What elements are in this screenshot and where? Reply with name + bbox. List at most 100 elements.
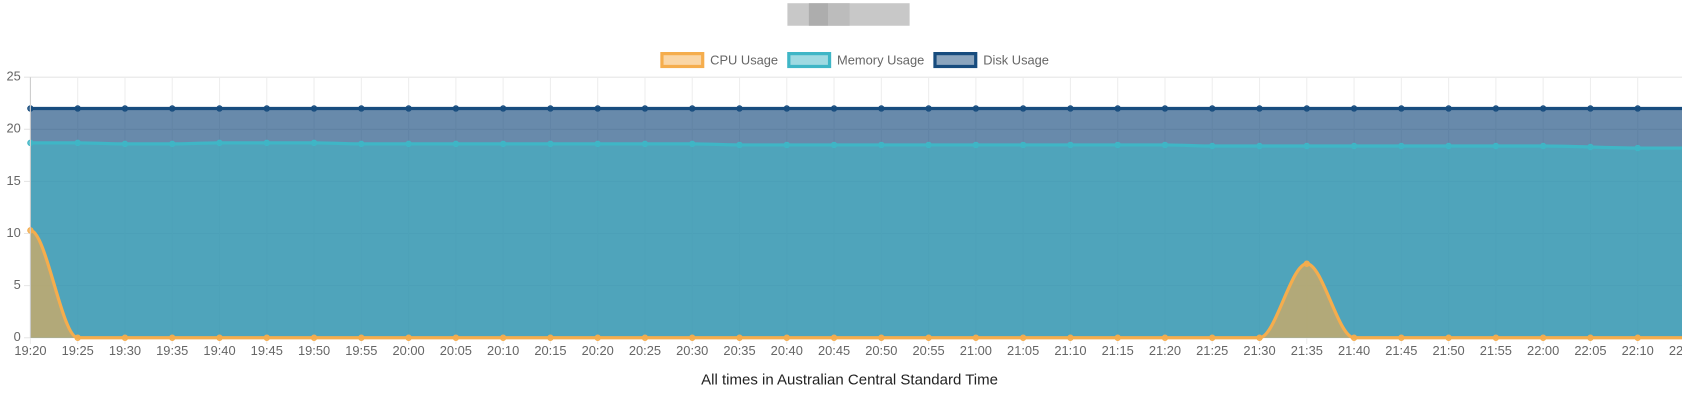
data-point bbox=[1539, 142, 1547, 150]
x-tick-label: 21:15 bbox=[1102, 343, 1134, 358]
x-tick-label: 21:30 bbox=[1243, 343, 1275, 358]
x-tick-label: 21:55 bbox=[1480, 343, 1512, 358]
data-point bbox=[1161, 334, 1169, 341]
data-point bbox=[1587, 105, 1594, 112]
data-point bbox=[641, 105, 649, 112]
x-tick-label: 19:35 bbox=[156, 343, 188, 358]
data-point bbox=[830, 105, 838, 112]
x-tick-label: 22:10 bbox=[1622, 343, 1654, 358]
blurred-title bbox=[808, 3, 829, 26]
data-point bbox=[736, 334, 743, 341]
data-point bbox=[925, 334, 932, 341]
data-point bbox=[1634, 334, 1641, 341]
data-point bbox=[499, 105, 507, 112]
x-tick-label: 22:00 bbox=[1527, 343, 1559, 358]
data-point bbox=[1398, 142, 1405, 150]
data-point bbox=[121, 334, 129, 341]
data-point bbox=[1067, 334, 1074, 341]
data-point bbox=[263, 139, 271, 147]
data-point bbox=[1019, 334, 1027, 341]
data-point bbox=[925, 141, 932, 149]
x-tick-label: 19:55 bbox=[345, 343, 377, 358]
area-fill bbox=[30, 142, 1682, 338]
data-point bbox=[1114, 105, 1121, 112]
data-point bbox=[1303, 105, 1311, 112]
data-point bbox=[216, 105, 223, 112]
data-point bbox=[878, 141, 885, 149]
y-tick-label: 10 bbox=[6, 225, 20, 240]
x-tick-label: 21:10 bbox=[1054, 343, 1086, 358]
x-tick-label: 20:35 bbox=[723, 343, 755, 358]
data-point bbox=[1445, 142, 1452, 150]
data-point bbox=[1350, 105, 1358, 112]
data-point bbox=[1067, 105, 1074, 112]
x-tick-label: 19:20 bbox=[14, 343, 46, 358]
data-point bbox=[499, 334, 507, 341]
x-axis-label: All times in Australian Central Standard… bbox=[701, 372, 998, 389]
y-tick-label: 20 bbox=[6, 121, 20, 136]
x-tick-label: 19:50 bbox=[298, 343, 330, 358]
x-tick-label: 19:45 bbox=[251, 343, 283, 358]
data-point bbox=[1303, 142, 1311, 150]
data-point bbox=[972, 141, 980, 149]
x-tick-label: 20:00 bbox=[393, 343, 425, 358]
data-point bbox=[689, 334, 696, 341]
x-tick-label: 20:10 bbox=[487, 343, 519, 358]
legend-swatch bbox=[787, 52, 832, 69]
data-point bbox=[216, 139, 223, 147]
data-point bbox=[878, 105, 885, 112]
x-tick-label: 21:35 bbox=[1291, 343, 1323, 358]
data-point bbox=[121, 105, 129, 112]
x-tick-label: 20:45 bbox=[818, 343, 850, 358]
data-point bbox=[972, 334, 980, 341]
data-point bbox=[689, 140, 696, 148]
blurred-title bbox=[828, 3, 850, 26]
x-tick-label: 19:40 bbox=[203, 343, 235, 358]
data-point bbox=[1445, 105, 1452, 112]
y-tick-label: 15 bbox=[6, 173, 20, 188]
data-point bbox=[783, 105, 791, 112]
data-point bbox=[121, 140, 129, 148]
data-point bbox=[1350, 142, 1358, 150]
data-point bbox=[1398, 334, 1405, 341]
y-tick-label: 0 bbox=[14, 329, 21, 344]
data-point bbox=[783, 334, 791, 341]
data-point bbox=[736, 105, 743, 112]
data-point bbox=[358, 105, 365, 112]
data-point bbox=[74, 105, 81, 112]
data-point bbox=[74, 139, 81, 147]
x-tick-label: 21:50 bbox=[1433, 343, 1465, 358]
data-point bbox=[736, 141, 743, 149]
data-point bbox=[1634, 144, 1641, 152]
data-point bbox=[1114, 141, 1121, 149]
data-point bbox=[641, 140, 649, 148]
data-point bbox=[169, 105, 176, 112]
x-tick-label: 20:20 bbox=[582, 343, 614, 358]
x-tick-label: 21:05 bbox=[1007, 343, 1039, 358]
data-point bbox=[1114, 334, 1121, 341]
legend-swatch bbox=[933, 52, 978, 69]
data-point bbox=[1398, 105, 1405, 112]
data-point bbox=[1303, 260, 1311, 267]
x-tick-label: 19:30 bbox=[109, 343, 141, 358]
data-point bbox=[1256, 105, 1263, 112]
data-point bbox=[1445, 334, 1452, 341]
data-point bbox=[405, 140, 412, 148]
data-point bbox=[310, 139, 318, 147]
x-tick-label: 21:25 bbox=[1196, 343, 1228, 358]
data-point bbox=[1209, 105, 1216, 112]
data-point bbox=[1492, 334, 1500, 341]
x-tick-label: 21:00 bbox=[960, 343, 992, 358]
data-point bbox=[310, 334, 318, 341]
title-placeholder bbox=[787, 3, 910, 26]
data-point bbox=[1161, 141, 1169, 149]
data-point bbox=[358, 140, 365, 148]
data-point bbox=[263, 334, 271, 341]
data-point bbox=[878, 334, 885, 341]
data-point bbox=[594, 140, 601, 148]
x-tick-label: 22:05 bbox=[1574, 343, 1606, 358]
data-point bbox=[594, 334, 601, 341]
data-point bbox=[1492, 105, 1500, 112]
